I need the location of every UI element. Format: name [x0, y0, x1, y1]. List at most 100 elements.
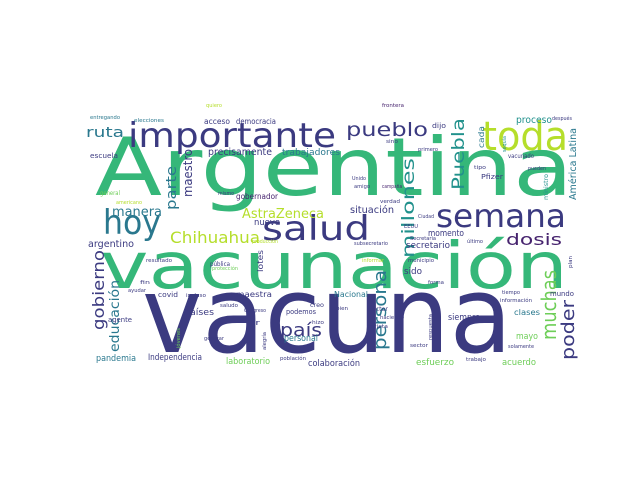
word-congreso: Congreso	[244, 308, 266, 314]
word-argentino: argentino	[88, 239, 134, 250]
word-personal: personal	[284, 334, 318, 344]
word-secretaria: Secretaria	[410, 236, 436, 242]
word-gobernador: gobernador	[236, 192, 279, 201]
word-publica: pública	[210, 261, 230, 268]
word-unido: Unido	[352, 176, 366, 182]
word-entregando: entregando	[90, 115, 120, 121]
word-municipio: municipio	[408, 258, 434, 264]
word-cada: cada	[477, 126, 486, 148]
word-chihuahua: Chihuahua	[170, 228, 260, 247]
word-proceso: proceso	[516, 115, 552, 126]
word-dosis: dosis	[506, 230, 562, 249]
word-esfuerzo: esfuerzo	[416, 358, 454, 368]
word-educacion: educación	[108, 280, 123, 352]
word-informar: informar	[362, 258, 385, 264]
word-precisamente: precisamente	[208, 147, 272, 158]
word-alegria: alegría	[261, 332, 268, 350]
word-jovenes: jóvenes	[175, 328, 182, 349]
word-sino: sino	[386, 139, 398, 145]
word-poblacion: población	[280, 355, 306, 362]
word-momento: momento	[428, 229, 464, 239]
word-informacion: información	[500, 297, 532, 304]
word-produccion: producción	[252, 238, 278, 245]
word-general: general	[100, 190, 120, 197]
word-elecciones: elecciones	[134, 118, 164, 124]
word-salud: salud	[262, 209, 370, 249]
word-incluso: incluso	[186, 293, 206, 299]
word-proteccion: protección	[212, 265, 238, 272]
word-primero: primero	[418, 147, 438, 153]
word-millones: millones	[399, 158, 419, 258]
word-creo: creo	[310, 302, 324, 309]
word-subsecretario: subsecretario	[354, 241, 388, 247]
word-vacunado: vacunado	[508, 153, 534, 160]
word-saludo: saludo	[220, 303, 238, 309]
word-haciendo: haciendo	[380, 315, 404, 321]
word-sector: sector	[410, 343, 429, 349]
word-eeuu: EEUU	[404, 224, 418, 230]
word-dijo: dijo	[432, 122, 446, 130]
word-ciudad: Ciudad	[418, 214, 434, 220]
word-tarjeta: tarjeta	[368, 324, 388, 330]
word-sequia: sequía	[501, 136, 508, 152]
word-maestro: maestro	[181, 149, 195, 197]
word-mundo: mundo	[550, 290, 574, 298]
word-gobierno: gobierno	[89, 250, 108, 330]
word-laboratorio: laboratorio	[226, 357, 270, 367]
word-importante: importante	[128, 116, 336, 156]
word-generar: generar	[204, 336, 225, 342]
word-clases: clases	[514, 308, 540, 317]
word-verdad: verdad	[380, 199, 400, 205]
word-forma: forma	[428, 280, 444, 286]
word-pfizer: Pfizer	[481, 173, 503, 181]
word-secretario: secretario	[406, 241, 450, 251]
word-vacunacion: vacunación	[100, 230, 568, 304]
word-mismo: mismo	[218, 191, 234, 197]
word-quiero: quiero	[206, 103, 222, 109]
word-campana: campaña	[382, 184, 402, 190]
word-bien: bien	[336, 306, 348, 312]
word-pandemia: pandemia	[96, 354, 136, 364]
word-agente: agente	[108, 316, 132, 324]
word-ayudar: ayudar	[128, 288, 147, 294]
word-escuela: escuela	[90, 152, 118, 160]
word-pueden: pueden	[528, 166, 546, 172]
word-pais: país	[280, 320, 322, 341]
word-vacuna: vacuna	[142, 254, 512, 377]
word-acceso: acceso	[204, 117, 230, 126]
word-lotes: lotes	[256, 250, 265, 272]
word-hoy: hoy	[103, 203, 161, 243]
word-trabajadores: trabajadores	[282, 148, 340, 158]
word-ultimo: último	[467, 238, 483, 245]
word-covid: covid	[158, 291, 178, 299]
word-sido: sido	[404, 267, 422, 277]
word-semana: semana	[436, 197, 566, 235]
word-respuesta: respuesta	[428, 314, 434, 340]
word-situacion: situación	[350, 204, 394, 216]
word-trabajo: trabajo	[466, 357, 486, 363]
word-toda: toda	[482, 114, 568, 160]
word-maestra: maestra	[236, 290, 272, 299]
word-paises: países	[184, 308, 214, 318]
word-plan: plan	[568, 256, 574, 268]
word-manera: manera	[112, 205, 162, 220]
word-podemos: podemos	[286, 308, 316, 316]
word-america-latina: América Latina	[567, 128, 579, 200]
word-argentina: Argentina	[95, 121, 573, 214]
word-muchas: muchas	[537, 270, 561, 340]
word-independencia: Independencia	[148, 353, 202, 363]
word-democracia: democracia	[236, 117, 276, 126]
word-ruta: ruta	[86, 125, 124, 141]
word-resultado: resultado	[146, 258, 172, 264]
word-puebla: Puebla	[449, 118, 469, 190]
word-americano: americano	[116, 200, 142, 206]
word-hizo: hizo	[312, 320, 324, 326]
word-acuerdo: acuerdo	[502, 358, 536, 368]
word-ir: ir	[252, 319, 260, 327]
word-solamente: solamente	[508, 344, 534, 350]
word-siempre: siempre	[448, 313, 480, 323]
word-mayo: mayo	[516, 332, 538, 342]
word-ministro: ministro	[543, 174, 550, 200]
word-colaboracion: colaboración	[308, 358, 360, 369]
